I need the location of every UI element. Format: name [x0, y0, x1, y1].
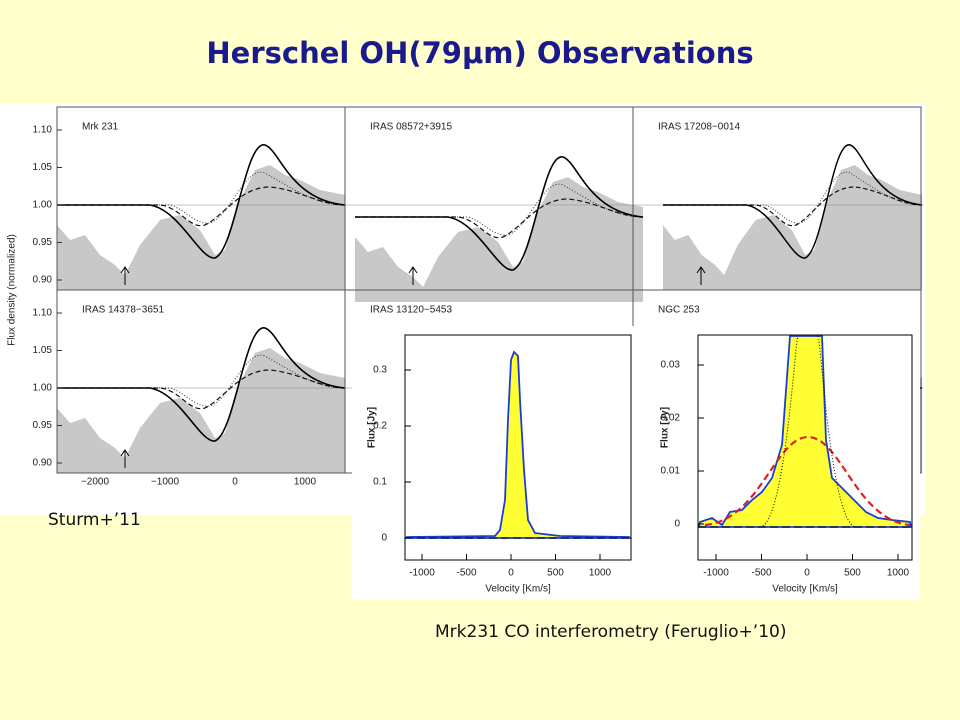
gaussian-fit [704, 435, 911, 527]
spectrum [403, 350, 633, 539]
credit: Mrk231 CO interferometry (Feruglio+’10) [435, 622, 786, 642]
co-panel: 0.03 0.02 0.01 0 -1000 -500 0 500 1000 Velocity [… [660, 334, 913, 595]
x-tick-label: 1000 [589, 568, 612, 579]
arrow [120, 449, 130, 468]
x-tick-label: 500 [547, 568, 564, 579]
y-tick-label: 0.3 [373, 365, 387, 376]
y-tick-label: 0 [674, 519, 680, 530]
y-tick-label: 1.00 [33, 383, 53, 394]
x-axis-label: Velocity [Km/s] [772, 584, 838, 595]
credit: Sturm+’11 [48, 510, 141, 530]
arrow [408, 266, 418, 285]
panel-label: IRAS 14378−3651 [82, 305, 164, 316]
panel-label: IRAS 13120−5453 [370, 305, 452, 316]
y-axis-label: Flux [Jy] [660, 407, 671, 448]
y-tick-label: 1.05 [33, 162, 53, 173]
title: Herschel OH(79μm) Observations [206, 36, 753, 70]
co-panel: 0.3 0.2 0.1 0 -1000 -500 0 500 1000 Velocity [Km/… [367, 334, 633, 595]
panel-frame [404, 334, 632, 561]
panel-label: Mrk 231 [82, 122, 119, 133]
arrow [696, 266, 706, 285]
co-figure [352, 326, 920, 600]
arrow [120, 266, 130, 285]
panel-label: IRAS 17208−0014 [658, 122, 740, 133]
y-tick-label: 0.03 [661, 360, 681, 371]
y-tick-label: 0.02 [661, 413, 681, 424]
y-tick-label: 1.10 [33, 125, 53, 136]
y-axis-label: Flux [Jy] [367, 407, 378, 448]
x-tick-label: -1000 [409, 568, 435, 579]
x-tick-label: 1000 [294, 477, 317, 488]
y-tick-label: 0.95 [33, 420, 53, 431]
narrow-fit [759, 335, 857, 528]
y-tick-label: 1.10 [33, 308, 53, 319]
y-tick-label: 0.2 [373, 421, 387, 432]
y-tick-label: 0 [381, 533, 387, 544]
panel-label: IRAS 08572+3915 [370, 122, 452, 133]
y-tick-label: 1.00 [33, 200, 53, 211]
y-tick-label: 0.1 [373, 477, 387, 488]
x-axis-label: Velocity [Km/s] [485, 584, 551, 595]
x-tick-label: −1000 [151, 477, 180, 488]
y-tick-label: 1.05 [33, 345, 53, 356]
y-tick-label: 0.90 [33, 275, 53, 286]
x-tick-label: 1000 [887, 568, 910, 579]
x-tick-label: -500 [456, 568, 476, 579]
y-tick-label: 0.01 [661, 466, 681, 477]
x-tick-label: -500 [751, 568, 771, 579]
panel-frame [697, 334, 913, 561]
x-tick-label: 0 [232, 477, 238, 488]
x-tick-label: -1000 [703, 568, 729, 579]
x-tick-label: 0 [508, 568, 514, 579]
x-tick-label: 0 [804, 568, 810, 579]
panel-label: NGC 253 [658, 305, 700, 316]
x-tick-label: 500 [844, 568, 861, 579]
y-tick-label: 0.95 [33, 237, 53, 248]
y-axis-label: Flux density (normalized) [7, 234, 18, 346]
x-tick-label: −2000 [81, 477, 110, 488]
y-tick-label: 0.90 [33, 458, 53, 469]
oh-panel: Mrk 231 1.10 1.05 1.00 0.95 0.90 [33, 106, 346, 291]
